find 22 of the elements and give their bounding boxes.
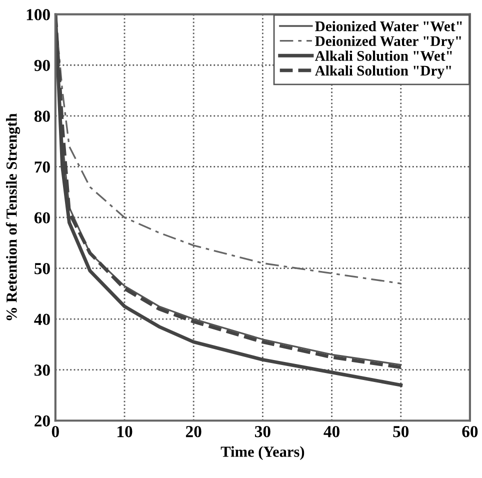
legend-label: Alkali Solution "Wet" (315, 50, 452, 61)
x-tick-label: 40 (324, 426, 340, 438)
x-axis-title: Time (Years) (220, 446, 304, 460)
x-tick-label: 0 (52, 426, 59, 438)
y-tick-label: 60 (34, 212, 50, 224)
x-tick-label: 20 (186, 426, 202, 438)
x-tick-label: 60 (462, 426, 478, 438)
y-tick-label: 30 (34, 364, 50, 376)
legend-label: Deionized Water "Wet" (315, 20, 462, 32)
legend-label: Alkali Solution "Dry" (315, 65, 451, 79)
x-tick-label: 30 (254, 426, 270, 438)
x-tick-label: 50 (393, 426, 409, 438)
x-tick-label: 10 (118, 426, 132, 438)
y-tick-label: 20 (34, 415, 50, 427)
y-tick-label: 100 (26, 9, 50, 20)
y-tick-label: 70 (34, 161, 50, 173)
legend-label: Deionized Water "Dry" (315, 36, 461, 50)
y-axis-title: % Retention of Tensile Strength (6, 113, 20, 320)
y-tick-label: 40 (34, 314, 50, 326)
y-tick-label: 90 (34, 60, 50, 72)
y-tick-label: 80 (34, 110, 50, 122)
y-tick-label: 50 (34, 262, 50, 274)
